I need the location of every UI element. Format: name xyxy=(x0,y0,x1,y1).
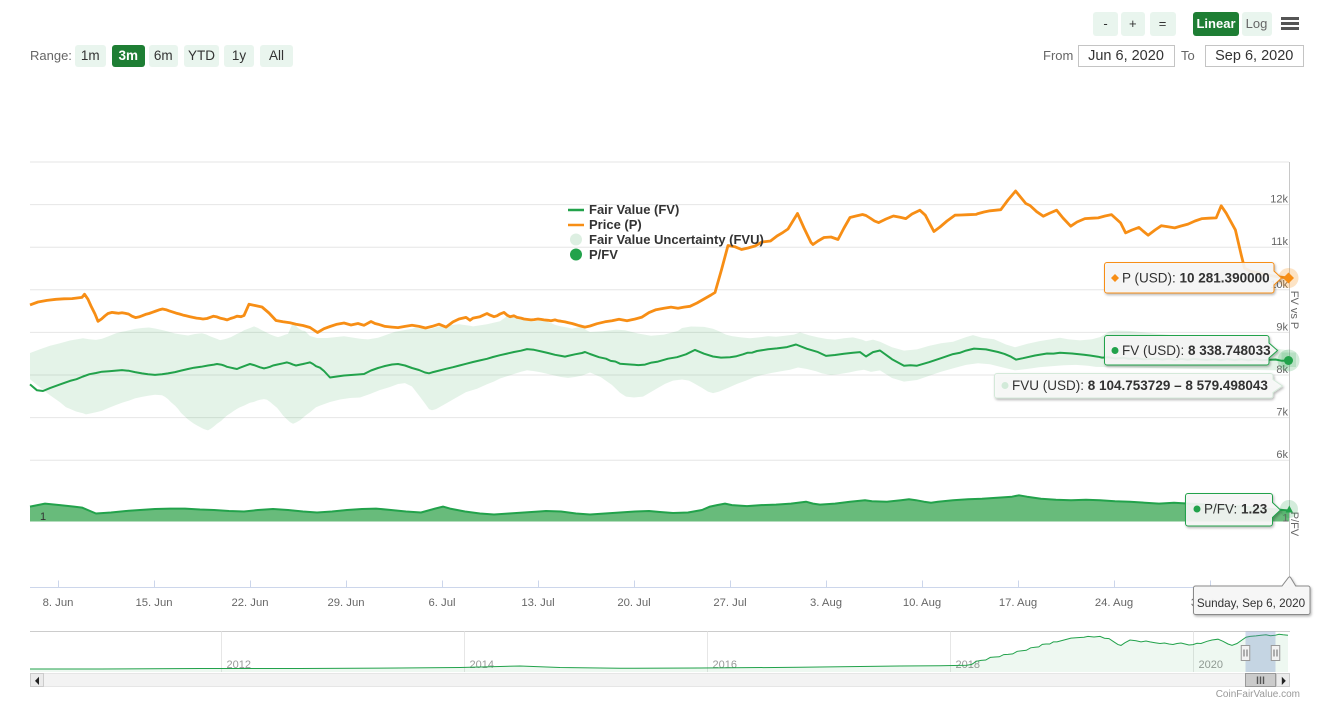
svg-text:P/FV: P/FV xyxy=(1288,512,1300,537)
svg-text:8k: 8k xyxy=(1276,364,1288,376)
svg-text:11k: 11k xyxy=(1271,236,1288,248)
svg-text:13. Jul: 13. Jul xyxy=(521,597,554,609)
svg-text:1: 1 xyxy=(40,511,46,523)
svg-text:FV vs P: FV vs P xyxy=(1288,291,1300,330)
svg-text:6. Jul: 6. Jul xyxy=(428,597,455,609)
svg-text:9k: 9k xyxy=(1276,321,1288,333)
svg-text:FVU (USD): 8 104.753729 – 8 57: FVU (USD): 8 104.753729 – 8 579.498043 xyxy=(1012,378,1268,393)
svg-text:P (USD): 10 281.390000: P (USD): 10 281.390000 xyxy=(1122,271,1270,286)
svg-text:12k: 12k xyxy=(1270,194,1288,206)
svg-text:2020: 2020 xyxy=(1199,659,1223,671)
svg-text:Fair Value Uncertainty (FVU): Fair Value Uncertainty (FVU) xyxy=(589,232,764,247)
svg-text:20. Jul: 20. Jul xyxy=(617,597,650,609)
svg-text:CoinFairValue.com: CoinFairValue.com xyxy=(1216,689,1300,700)
svg-text:2014: 2014 xyxy=(470,659,494,671)
svg-text:P/FV: P/FV xyxy=(589,247,618,262)
svg-text:6k: 6k xyxy=(1276,449,1288,461)
svg-text:3. Aug: 3. Aug xyxy=(810,597,842,609)
svg-text:1: 1 xyxy=(1282,513,1288,525)
svg-text:Price (P): Price (P) xyxy=(589,217,642,232)
svg-text:10. Aug: 10. Aug xyxy=(903,597,941,609)
svg-text:8. Jun: 8. Jun xyxy=(43,597,74,609)
svg-text:Fair Value (FV): Fair Value (FV) xyxy=(589,202,679,217)
svg-text:22. Jun: 22. Jun xyxy=(231,597,268,609)
svg-text:27. Jul: 27. Jul xyxy=(713,597,746,609)
svg-text:24. Aug: 24. Aug xyxy=(1095,597,1133,609)
svg-text:15. Jun: 15. Jun xyxy=(135,597,172,609)
svg-text:FV (USD): 8 338.748033: FV (USD): 8 338.748033 xyxy=(1122,343,1271,358)
svg-text:29. Jun: 29. Jun xyxy=(327,597,364,609)
svg-text:Sunday, Sep 6, 2020: Sunday, Sep 6, 2020 xyxy=(1197,597,1306,610)
svg-text:17. Aug: 17. Aug xyxy=(999,597,1037,609)
svg-text:P/FV: 1.23: P/FV: 1.23 xyxy=(1204,502,1268,517)
svg-text:7k: 7k xyxy=(1276,407,1288,419)
